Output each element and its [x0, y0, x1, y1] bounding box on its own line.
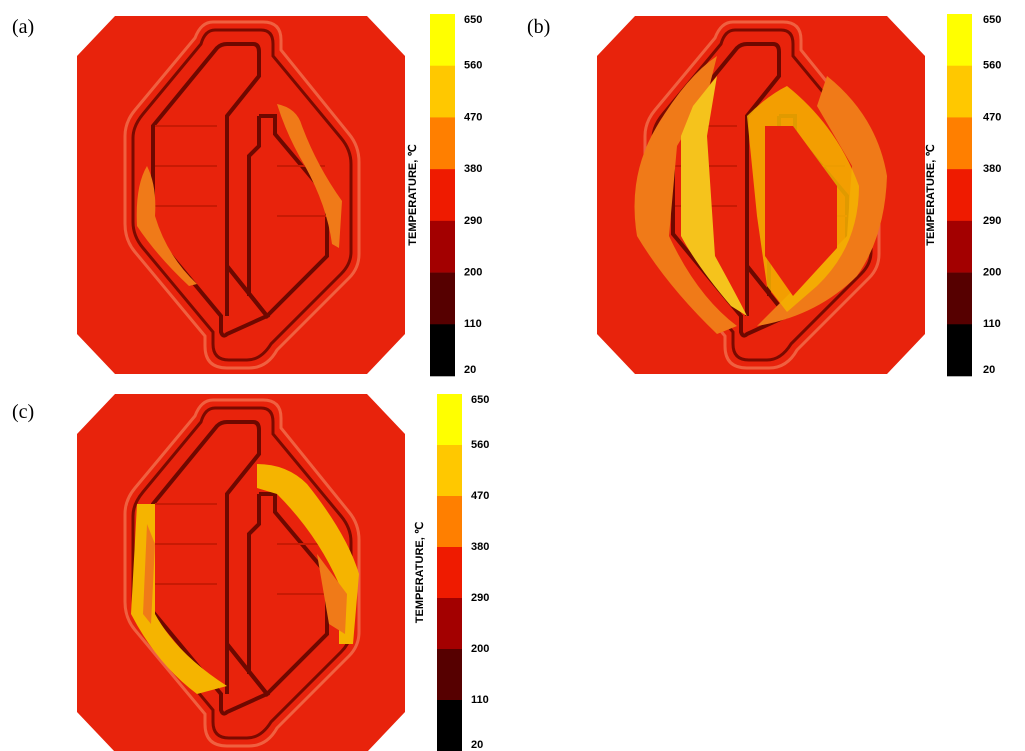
colorbar-tick-label: 650: [983, 14, 1001, 26]
colorbar-tick-label: 200: [983, 266, 1001, 278]
colorbar-tick-label: 20: [471, 739, 483, 751]
colorbar-tick-label: 560: [983, 60, 1001, 72]
colorbar-band: [437, 547, 462, 598]
colorbar-band: [947, 169, 972, 221]
colorbar-tick-label: 650: [464, 14, 482, 26]
colorbar-band: [947, 221, 972, 273]
colorbar-tick-label: 470: [471, 490, 489, 502]
colorbar-tick-label: 200: [464, 266, 482, 278]
simulation-image-c: [77, 394, 405, 751]
colorbar-tick-label: 650: [471, 394, 489, 406]
colorbar-band: [430, 221, 455, 273]
colorbar-band: [430, 66, 455, 118]
colorbar-band: [430, 117, 455, 169]
colorbar-tick-label: 560: [471, 439, 489, 451]
colorbar-tick-label: 20: [983, 364, 995, 376]
colorbar-tick-label: 20: [464, 364, 476, 376]
colorbar-band: [947, 14, 972, 66]
colorbar-tick-label: 110: [983, 318, 1001, 330]
colorbar-tick-label: 290: [471, 592, 489, 604]
colorbar-band: [437, 394, 462, 445]
colorbar-tick-label: 470: [983, 111, 1001, 123]
colorbar-tick-label: 380: [464, 163, 482, 175]
colorbar-title: TEMPERATURE, ℃: [407, 144, 419, 245]
colorbar-tick-label: 290: [983, 215, 1001, 227]
panel-label: (c): [12, 401, 34, 423]
colorbar-band: [437, 700, 462, 751]
simulation-image-b: [597, 16, 925, 374]
colorbar-band: [437, 445, 462, 496]
colorbar-band: [437, 496, 462, 547]
colorbar-band: [437, 598, 462, 649]
colorbar-band: [430, 169, 455, 221]
colorbar-tick-label: 290: [464, 215, 482, 227]
colorbar-tick-label: 110: [471, 694, 489, 706]
colorbar-title: TEMPERATURE, ℃: [414, 522, 426, 623]
figure: (a) (b) (c) 650 560 470 380 290 200 110 20 TEMPE…: [0, 0, 1025, 751]
colorbar-band: [947, 273, 972, 325]
colorbar-tick-label: 200: [471, 643, 489, 655]
colorbar-band: [430, 273, 455, 325]
colorbar-band: [430, 14, 455, 66]
colorbar-band: [947, 324, 972, 376]
colorbar-tick-label: 110: [464, 318, 482, 330]
colorbar-band: [947, 117, 972, 169]
colorbar-tick-label: 560: [464, 60, 482, 72]
colorbar-band: [430, 324, 455, 376]
simulation-image-a: [77, 16, 405, 374]
colorbar-band: [437, 649, 462, 700]
colorbar-tick-label: 380: [983, 163, 1001, 175]
panel-label: (a): [12, 16, 34, 38]
colorbar-tick-label: 470: [464, 111, 482, 123]
plate: [77, 16, 405, 374]
colorbar-title: TEMPERATURE, ℃: [925, 144, 937, 245]
colorbar-band: [947, 66, 972, 118]
colorbar-tick-label: 380: [471, 541, 489, 553]
panel-label: (b): [527, 16, 550, 38]
